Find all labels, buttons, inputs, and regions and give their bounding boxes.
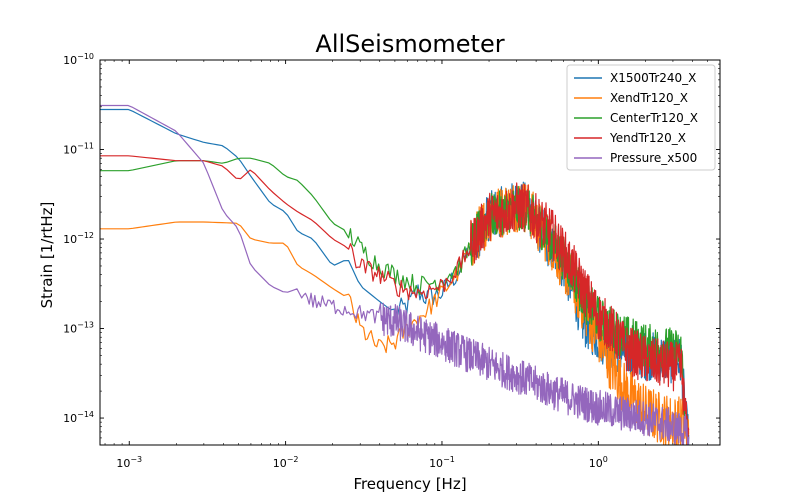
x-axis: 10−3 10−2 10−1 100 xyxy=(104,60,721,470)
y-tick-label: 10−11 xyxy=(63,142,94,157)
x-tick-label: 10−3 xyxy=(116,455,142,470)
series-lines xyxy=(100,104,690,445)
legend-label: XendTr120_X xyxy=(610,91,688,105)
legend-label: CenterTr120_X xyxy=(610,111,698,125)
legend-box xyxy=(566,64,716,171)
x-tick-label: 100 xyxy=(589,455,608,470)
x-axis-label: Frequency [Hz] xyxy=(353,475,466,493)
x-tick-label: 10−1 xyxy=(429,455,455,470)
y-tick-label: 10−12 xyxy=(63,231,94,246)
y-tick-label: 10−10 xyxy=(63,52,94,67)
x-tick-label: 10−2 xyxy=(273,455,299,470)
series-line-3 xyxy=(100,155,690,445)
y-axis: 10−14 10−13 10−12 10−11 10−10 xyxy=(63,52,720,446)
legend-label: YendTr120_X xyxy=(609,131,686,145)
legend: X1500Tr240_X XendTr120_X CenterTr120_X Yend… xyxy=(566,64,716,171)
plot-frame xyxy=(99,59,721,446)
y-tick-label: 10−13 xyxy=(63,321,94,336)
legend-label: X1500Tr240_X xyxy=(610,71,696,85)
plot-area xyxy=(99,59,721,446)
y-tick-label: 10−14 xyxy=(63,410,94,425)
chart-title: AllSeismometer xyxy=(315,30,504,58)
series-line-4 xyxy=(100,104,690,445)
legend-label: Pressure_x500 xyxy=(610,151,697,165)
y-axis-label: Strain [1/rtHz] xyxy=(38,202,56,309)
